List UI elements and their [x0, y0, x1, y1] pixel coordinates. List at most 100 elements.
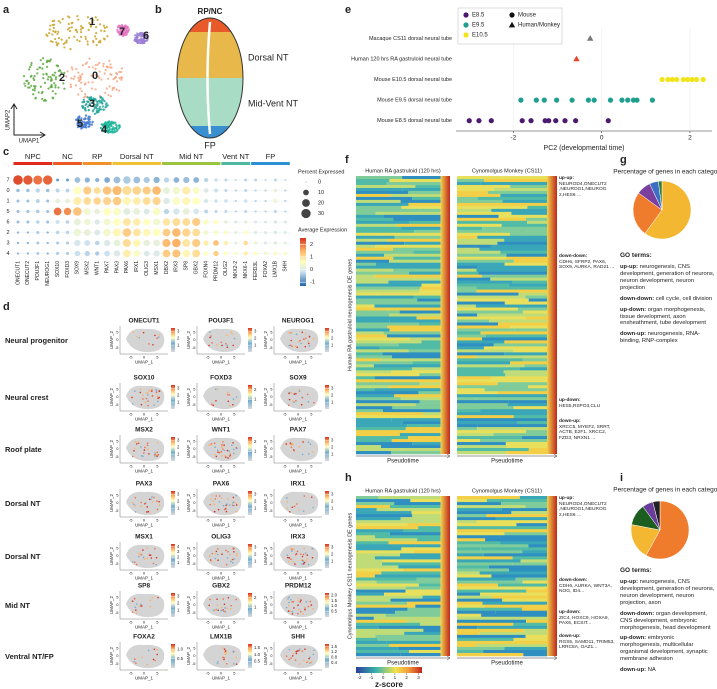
x-tick-label: 0	[143, 571, 146, 576]
heat-strip	[356, 367, 412, 371]
heat-strip	[484, 178, 547, 183]
point	[562, 118, 568, 124]
gene-label: PAX3	[114, 261, 120, 274]
row-label: Neural crest	[5, 393, 49, 402]
colorbar-label: 1.0	[331, 603, 338, 608]
heat-strip	[457, 373, 506, 377]
cell-dot	[65, 39, 68, 42]
dot	[23, 175, 33, 185]
heat-strip	[483, 346, 547, 350]
heat-strip	[457, 562, 513, 566]
cell-dot	[98, 70, 101, 73]
dot	[66, 178, 69, 182]
cell-dot	[51, 23, 54, 27]
cell-dot	[112, 126, 115, 129]
cell-dot	[116, 26, 120, 29]
heat-strip	[409, 649, 441, 654]
cell-dot	[118, 32, 121, 35]
heat-strip	[528, 448, 547, 452]
axis-label: UMAP_2	[109, 547, 114, 566]
expr-dot	[303, 659, 305, 662]
go-term: up-up: neurogenesis, CNS development, ge…	[620, 264, 715, 292]
x-tick-label: 0	[143, 671, 146, 676]
expr-dot	[222, 598, 225, 600]
expr-dot	[157, 442, 159, 444]
cell-dot	[23, 82, 26, 85]
expr-dot	[151, 496, 153, 498]
heat-strip	[417, 298, 441, 302]
colorbar-label: 1	[331, 558, 334, 563]
expr-dot	[211, 494, 214, 497]
cell-dot	[88, 57, 91, 60]
cell-dot	[107, 93, 110, 97]
heat-strip	[486, 499, 547, 503]
heat-strip	[502, 176, 547, 180]
heat-strip	[389, 385, 441, 389]
umap-shape	[280, 328, 319, 353]
heat-strip	[457, 304, 476, 308]
heat-strip	[457, 196, 478, 201]
axis-label: UMAP_1	[289, 576, 308, 581]
legend-label: E10.5	[472, 33, 488, 39]
heat-strip	[519, 496, 547, 500]
zscore-tick-label: -1	[369, 675, 373, 680]
x-tick-label: 5	[233, 412, 236, 417]
dot	[182, 197, 191, 205]
axis-label: UMAP_1	[289, 676, 308, 681]
expr-dot	[226, 346, 229, 349]
x-tick-label: 5	[310, 412, 313, 417]
cell-dot	[63, 46, 66, 49]
heat-strip	[481, 337, 547, 341]
dot	[273, 210, 277, 213]
heat-strip	[374, 574, 441, 578]
expr-dot	[285, 606, 288, 609]
expr-dot	[309, 656, 311, 658]
heat-strip	[401, 205, 441, 210]
annotation: up-down: ZIC4, HOXC9, HOXA9, PAX6, ECSIT.…	[559, 610, 617, 627]
heat-strip	[383, 253, 441, 258]
cell-dot	[83, 122, 87, 125]
heat-strip	[356, 535, 375, 539]
expr-dot	[155, 556, 158, 559]
heat-strip	[476, 355, 547, 359]
dot	[234, 189, 237, 192]
cell-dot	[111, 121, 114, 124]
expr-dot	[301, 396, 304, 399]
cell-dot	[41, 90, 44, 94]
expr-dot	[303, 547, 305, 550]
heat-strip	[356, 523, 408, 527]
heat-strip	[356, 550, 414, 554]
legend-label: Mouse	[518, 13, 537, 19]
dot	[65, 230, 70, 235]
dot	[192, 249, 201, 258]
expr-dot	[224, 456, 227, 458]
heat-strip	[356, 577, 417, 581]
dot	[142, 186, 151, 195]
expr-dot	[297, 612, 299, 615]
cell-dot	[91, 75, 95, 78]
gene-label: FERD3L	[253, 261, 259, 280]
expr-dot	[288, 596, 290, 599]
x-tick-label: -5	[206, 571, 210, 576]
expr-dot	[158, 390, 160, 392]
gene-label: PAX7	[104, 261, 110, 274]
cell-dot	[33, 75, 36, 78]
dot	[243, 199, 248, 203]
heat-strip	[356, 544, 416, 548]
cell-dot	[104, 124, 107, 127]
heat-strip	[383, 331, 441, 335]
expr-dot	[307, 453, 310, 455]
panel-label: a	[3, 4, 10, 16]
zscore-tick-label: 1	[394, 675, 397, 680]
dot	[83, 208, 91, 215]
heat-strip	[356, 532, 390, 536]
dot	[113, 239, 121, 247]
zscore-tick-label: 3	[417, 675, 420, 680]
point	[488, 118, 494, 124]
expr-dot	[291, 610, 294, 613]
cell-dot	[84, 37, 88, 41]
x-axis-label: Pseudotime	[491, 661, 523, 667]
expr-dot	[215, 495, 218, 497]
dot	[123, 218, 131, 226]
heat-strip	[356, 382, 420, 386]
